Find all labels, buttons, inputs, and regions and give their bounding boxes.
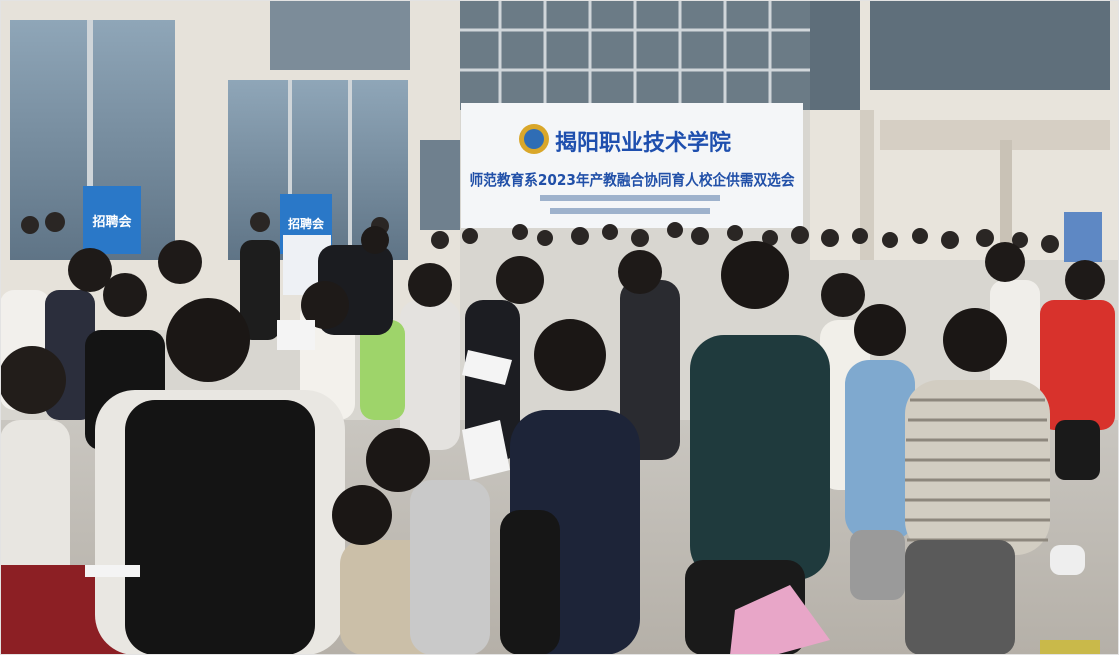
handouts: [85, 320, 512, 577]
banner-event-title: 师范教育系2023年产教融合协同育人校企供需双选会: [470, 171, 795, 189]
event-banner: 揭阳职业技术学院 师范教育系2023年产教融合协同育人校企供需双选会: [461, 103, 803, 228]
recruitment-poster-center: 招聘会: [280, 194, 332, 295]
poster-left-text: 招聘会: [92, 214, 132, 230]
banner-stand-right: [1064, 212, 1102, 262]
crowd-foreground: [0, 241, 1100, 655]
crowd-background: [21, 212, 1059, 253]
banner-school-name: 揭阳职业技术学院: [555, 130, 731, 156]
crowd-midground: [0, 226, 1115, 490]
recruitment-poster-left: 招聘会: [83, 186, 141, 254]
poster-center-text: 招聘会: [288, 216, 325, 231]
floor-sign: [1040, 640, 1100, 655]
